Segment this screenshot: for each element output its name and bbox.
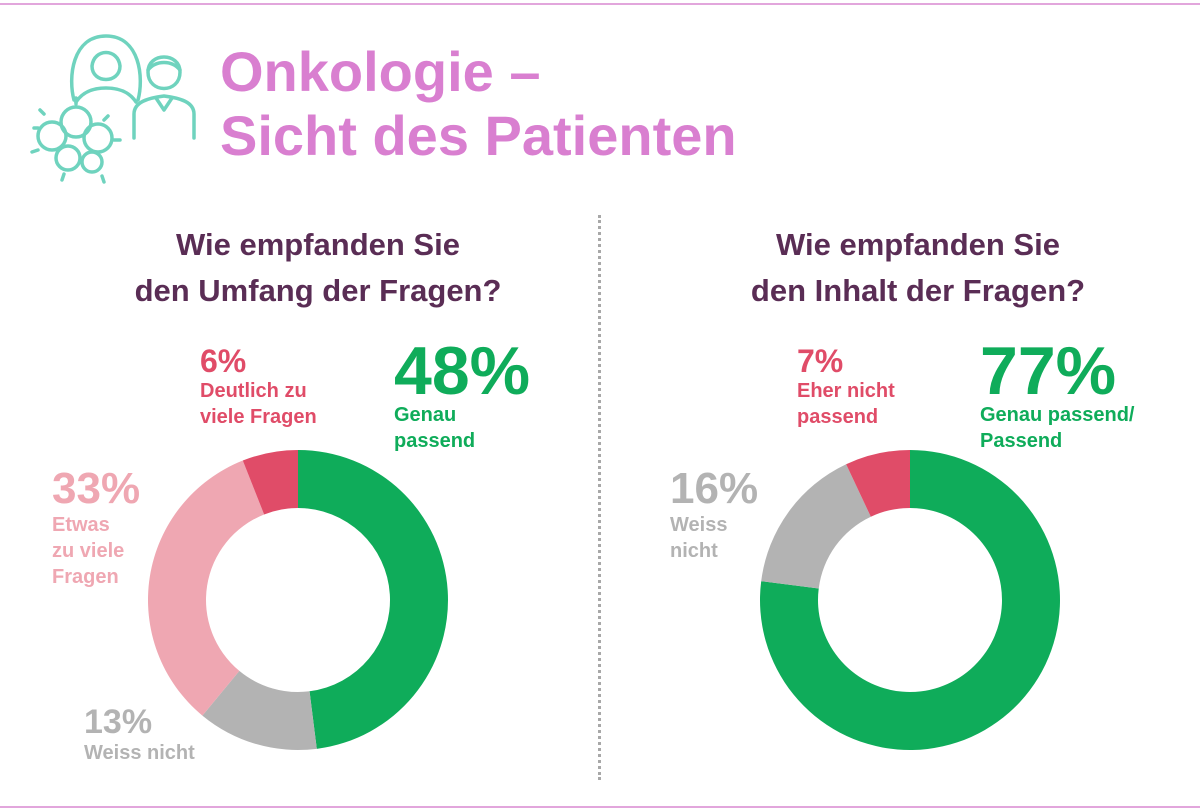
oncology-patient-icon	[30, 34, 196, 184]
right-slice-genau-passend-passend	[760, 450, 1060, 750]
left-label-genau-passend: 48% Genau passend	[394, 333, 531, 454]
right-label-weiss-nicht: 16% Weiss nicht	[670, 466, 758, 564]
left-pct-genau-passend: 48%	[394, 333, 531, 409]
left-pct-etwas: 33%	[52, 464, 141, 513]
right-label-eher-nicht: 7% Eher nicht passend	[797, 344, 895, 430]
title-line-1: Onkologie –	[220, 40, 541, 103]
right-question-line-1: Wie empfanden Sie	[776, 227, 1060, 262]
left-cap-genau-passend-2: passend	[394, 430, 476, 452]
left-question-line-2: den Umfang der Fragen?	[134, 273, 502, 308]
right-cap-genau-passend-2: Passend	[980, 430, 1063, 452]
bottom-rule	[0, 806, 1200, 808]
right-question-line-2: den Inhalt der Fragen?	[750, 273, 1086, 308]
left-label-weiss-nicht: 13% Weiss nicht	[84, 704, 195, 766]
left-slice-genau-passend	[298, 450, 448, 749]
left-chart-question: Wie empfanden Sie den Umfang der Fragen?	[58, 222, 578, 314]
top-rule	[0, 3, 1200, 5]
right-slice-eher-nicht-passend	[846, 450, 910, 517]
left-question-line-1: Wie empfanden Sie	[176, 227, 460, 262]
left-donut-chart	[147, 450, 448, 750]
right-cap-weiss-nicht-1: Weiss	[670, 514, 728, 536]
right-donut-chart	[760, 450, 1060, 750]
left-pct-deutlich: 6%	[200, 343, 247, 379]
left-pct-weiss-nicht: 13%	[84, 703, 153, 741]
right-cap-genau-passend-1: Genau passend/	[980, 404, 1135, 426]
left-cap-weiss-nicht: Weiss nicht	[84, 742, 195, 764]
right-cap-weiss-nicht-2: nicht	[670, 540, 718, 562]
right-slice-weiss-nicht	[761, 464, 871, 589]
left-cap-genau-passend-1: Genau	[394, 404, 457, 426]
right-label-genau-passend: 77% Genau passend/ Passend	[980, 333, 1135, 454]
right-pct-genau-passend: 77%	[980, 333, 1117, 409]
page-title: Onkologie – Sicht des Patienten	[220, 40, 737, 168]
right-cap-eher-nicht-1: Eher nicht	[797, 380, 895, 402]
column-divider	[598, 215, 601, 780]
left-label-deutlich: 6% Deutlich zu viele Fragen	[200, 344, 317, 430]
right-pct-eher-nicht: 7%	[797, 343, 844, 379]
right-pct-weiss-nicht: 16%	[670, 464, 759, 513]
left-cap-etwas-2: zu viele	[52, 540, 125, 562]
left-slice-etwas-zu-viele-fragen	[147, 460, 265, 716]
left-cap-deutlich-2: viele Fragen	[200, 406, 317, 428]
left-cap-etwas-3: Fragen	[52, 566, 119, 588]
title-line-2: Sicht des Patienten	[220, 104, 737, 167]
right-cap-eher-nicht-2: passend	[797, 406, 879, 428]
left-slice-weiss-nicht	[202, 670, 317, 750]
left-slice-deutlich-zu-viele-fragen	[242, 450, 298, 515]
right-chart-question: Wie empfanden Sie den Inhalt der Fragen?	[658, 222, 1178, 314]
left-cap-etwas-1: Etwas	[52, 514, 110, 536]
left-cap-deutlich-1: Deutlich zu	[200, 380, 307, 402]
left-label-etwas: 33% Etwas zu viele Fragen	[52, 466, 140, 590]
